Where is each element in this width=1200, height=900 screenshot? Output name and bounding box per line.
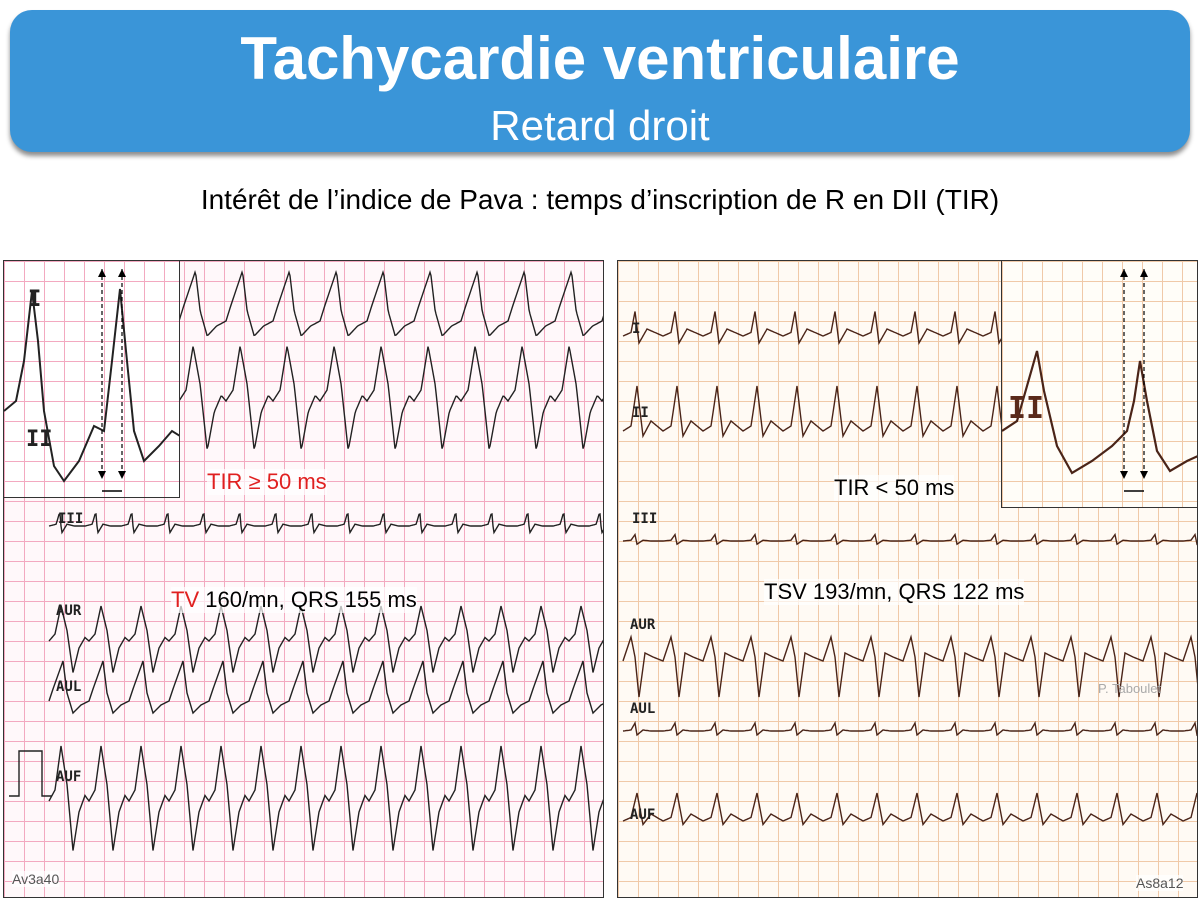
arrow-head [118,269,126,277]
arrow-head [1120,269,1128,277]
trace [48,745,603,851]
arrow-head [118,471,126,479]
trace [622,792,1197,827]
trace [622,720,1197,737]
rhythm-label: TV 160/mn, QRS 155 ms [171,587,417,613]
credit: P. Taboulet [1098,681,1162,696]
lead-label: III [632,511,658,527]
arrow-head [98,269,106,277]
trace [4,288,179,483]
traces [9,269,603,851]
inset-trace [4,269,179,492]
trace [1002,350,1197,475]
heading: Intérêt de l’indice de Pava : temps d’in… [200,184,1000,215]
code: As8a12 [1136,875,1184,891]
ecg-left: I II III AUR AUL AUF TIR ≥ 50 ms TV 160/… [3,260,604,898]
lead-label: I [28,287,42,312]
title: Tachycardie ventriculaire [240,25,960,92]
subtitle: Retard droit [490,102,710,149]
arrow-head [1140,269,1148,277]
ecg-right: II I II III AUR AUL AUF TIR < 50 ms TSV … [617,260,1198,898]
rhythm-label: TSV 193/mn, QRS 122 ms [764,579,1025,605]
arrow-head [98,471,106,479]
lead-label: AUF [56,769,82,785]
lead-label: III [58,511,84,527]
trace [178,269,603,337]
rhythm: TV [171,587,200,612]
lead-label: AUR [630,617,656,633]
trace [622,385,1004,439]
detail: 160/mn, QRS 155 ms [205,587,417,612]
lead-label: AUF [630,807,656,823]
lead-label: II [632,405,649,421]
lead-label: II [1008,391,1045,426]
title-box: Tachycardie ventriculaire Retard droit [10,10,1190,152]
trace [622,311,1004,346]
tir-label: TIR ≥ 50 ms [207,469,327,495]
trace [48,605,603,673]
lead-label: AUL [630,701,656,717]
tir-label: TIR < 50 ms [834,475,955,501]
lead-label: I [632,321,641,337]
trace [622,634,1197,698]
traces [622,311,1197,827]
inset-right: II [1001,261,1197,508]
trace [48,660,603,715]
inset-left: I II [4,261,180,498]
calibration [9,750,52,797]
lead-label: AUL [56,679,82,695]
arrow-head [1120,471,1128,479]
arrow-head [1140,471,1148,479]
trace [48,512,603,535]
trace [622,532,1197,546]
code: Av3a40 [12,871,60,887]
lead-label: AUR [56,603,82,619]
inset-trace [1002,269,1197,492]
lead-label: II [26,427,53,452]
trace [178,346,603,449]
